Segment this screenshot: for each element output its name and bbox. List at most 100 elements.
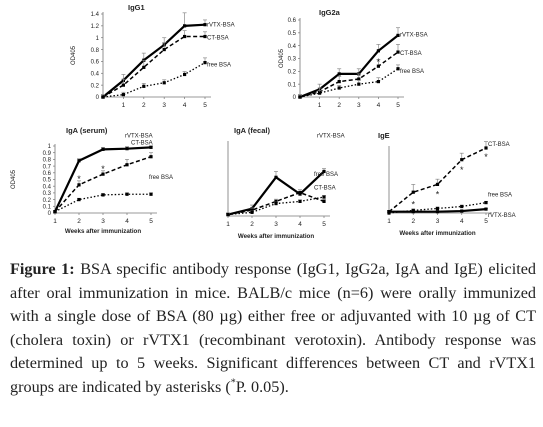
x-tick-label: 1 <box>53 218 57 225</box>
data-point <box>460 158 464 162</box>
series-label: free BSA <box>149 175 173 181</box>
series-label: CT-BSA <box>314 185 336 191</box>
series-ct-bsa: CT-BSA <box>53 141 153 214</box>
y-tick-label: 0.8 <box>43 158 52 164</box>
chart-igg1-svg: IgG1 0 0.2 0.4 0.6 0.8 1 1.2 1.4 OD405 1 2 3 4 5 rVTX-B… <box>71 3 235 109</box>
data-point <box>149 155 153 159</box>
series-label: CT-BSA <box>488 142 510 148</box>
data-point <box>357 77 361 81</box>
series-line <box>299 51 399 98</box>
chart-iga-fecal-svg: IgA (fecal) 1 2 3 4 5 Weeks after immunization… <box>226 126 345 240</box>
y-tick-label: 0.7 <box>43 164 52 170</box>
x-tick-label: 5 <box>149 218 153 225</box>
series-free-bsa: free BSA <box>226 172 338 217</box>
x-tick-label: 5 <box>322 221 326 228</box>
series-label: rVTX-BSA <box>488 213 516 219</box>
x-tick-label: 2 <box>250 221 254 228</box>
data-point <box>396 33 400 37</box>
x-tick-label: 1 <box>318 102 322 109</box>
caption-label: Figure 1: <box>10 260 75 278</box>
data-point <box>203 61 207 65</box>
data-point <box>376 49 380 53</box>
data-point <box>387 210 391 214</box>
x-tick-label: 3 <box>436 218 440 225</box>
series-ct-bsa: CT-BSA <box>387 141 510 214</box>
chart-iga-serum-svg: IgA (serum)00.10.20.30.40.50.60.70.80.91… <box>11 126 173 235</box>
y-tick-label: 0.8 <box>91 48 100 54</box>
y-tick-label: 1.2 <box>91 24 100 30</box>
data-point <box>53 210 57 214</box>
data-point <box>77 159 81 163</box>
data-point <box>149 145 153 149</box>
y-tick-label: 0.2 <box>43 198 52 204</box>
y-tick-label: 0.4 <box>43 184 52 190</box>
x-tick-label: 1 <box>122 102 126 109</box>
data-point <box>226 212 230 217</box>
x-axis-label: Weeks after immunization <box>238 233 314 240</box>
caption-text-2: P. 0.05). <box>235 377 289 396</box>
data-point <box>77 183 81 187</box>
y-tick-label: 0.2 <box>91 83 100 89</box>
chart-title: IgG1 <box>128 3 145 12</box>
series-line <box>388 147 487 213</box>
data-point <box>77 198 81 202</box>
data-point <box>337 80 341 84</box>
series-label: CT-BSA <box>131 141 153 147</box>
series-free-bsa: free BSA <box>298 64 424 99</box>
y-tick-label: 0.3 <box>288 57 297 63</box>
y-tick-label: 0 <box>48 211 52 217</box>
y-tick-label: 1.4 <box>91 12 100 18</box>
data-point <box>460 209 464 213</box>
series-rvtx-bsa: rVTX-BSA <box>387 207 516 219</box>
data-point <box>435 182 440 186</box>
x-tick-label: 2 <box>411 218 415 225</box>
series-line <box>54 193 151 213</box>
y-tick-label: 0.6 <box>91 60 100 66</box>
significance-asterisk: * <box>101 164 105 174</box>
data-point <box>183 24 187 28</box>
series-free-bsa: free BSA <box>101 57 231 99</box>
y-tick-label: 0.3 <box>43 191 52 197</box>
significance-asterisk: * <box>377 57 381 67</box>
y-axis-label: OD405 <box>71 45 77 65</box>
y-tick-label: 1 <box>48 144 52 150</box>
data-point <box>322 169 326 174</box>
significance-asterisk: * <box>484 152 488 162</box>
figure-caption: Figure 1: BSA specific antibody response… <box>10 258 536 399</box>
x-tick-label: 3 <box>357 102 361 109</box>
series-ct-bsa: CT-BSA <box>226 185 336 217</box>
data-point <box>411 190 415 194</box>
data-point <box>460 204 464 209</box>
data-point <box>318 91 322 95</box>
data-point <box>396 50 400 54</box>
y-tick-label: 0.1 <box>288 82 297 88</box>
y-tick-label: 0 <box>96 95 100 101</box>
data-point <box>142 84 146 88</box>
x-tick-label: 4 <box>183 102 187 109</box>
y-tick-label: 0.5 <box>43 178 52 184</box>
data-point <box>125 147 129 151</box>
significance-asterisk: * <box>460 165 464 175</box>
y-tick-label: 0.4 <box>91 71 100 77</box>
data-point <box>101 147 105 151</box>
x-tick-label: 2 <box>77 218 81 225</box>
x-axis-label: Weeks after immunization <box>399 230 475 237</box>
chart-title: IgA (fecal) <box>234 126 270 135</box>
x-tick-label: 5 <box>203 102 207 109</box>
data-point <box>142 65 146 69</box>
caption-text-1: BSA specific antibody response (IgG1, Ig… <box>10 260 536 396</box>
data-point <box>203 23 207 27</box>
chart-ige-svg: IgE 1 2 3 4 5 Weeks after immunization CT-BSA fr… <box>378 131 516 237</box>
x-tick-label: 4 <box>460 218 464 225</box>
chart-igg2a: IgG2a 0 0.1 0.2 0.3 0.4 0.5 0.6 OD405 1 2 3 4 5 rVTX-B… <box>270 0 510 118</box>
significance-asterisk: * <box>436 190 440 200</box>
data-point <box>396 67 400 71</box>
y-tick-label: 0.6 <box>43 171 52 177</box>
data-point <box>376 80 380 84</box>
x-tick-label: 4 <box>298 221 302 228</box>
data-point <box>183 72 187 77</box>
x-tick-label: 2 <box>337 102 341 109</box>
series-free-bsa: free BSA <box>53 175 173 214</box>
chart-title: IgG2a <box>319 8 341 17</box>
data-point <box>203 34 207 39</box>
